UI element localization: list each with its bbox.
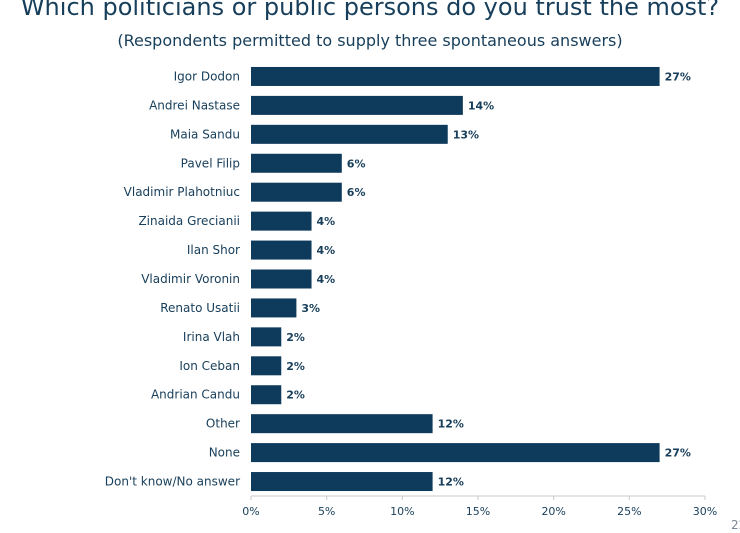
value-label: 2% — [286, 331, 305, 344]
category-label: Don't know/No answer — [105, 475, 240, 489]
bar — [251, 211, 312, 231]
category-label: Vladimir Plahotniuc — [124, 185, 240, 199]
chart-title: Which politicians or public persons do y… — [20, 0, 720, 21]
x-tick-label: 5% — [318, 505, 335, 518]
bar — [251, 66, 660, 86]
page-number: 22 — [731, 518, 740, 532]
category-label: Renato Usatii — [160, 301, 240, 315]
category-label: Andrian Candu — [151, 388, 240, 402]
category-label: None — [209, 446, 240, 460]
value-label: 4% — [317, 215, 336, 228]
category-label: Other — [206, 417, 240, 431]
x-tick-label: 30% — [693, 505, 717, 518]
value-label: 2% — [286, 360, 305, 373]
value-label: 12% — [438, 476, 464, 489]
value-label: 27% — [665, 447, 691, 460]
bar — [251, 269, 312, 289]
chart-subtitle: (Respondents permitted to supply three s… — [117, 31, 623, 50]
category-label: Zinaida Grecianii — [138, 214, 240, 228]
bar — [251, 153, 342, 173]
bar — [251, 182, 342, 202]
category-label: Ion Ceban — [179, 359, 240, 373]
category-label: Ilan Shor — [187, 243, 240, 257]
category-label: Irina Vlah — [183, 330, 240, 344]
x-tick-label: 0% — [242, 505, 259, 518]
bar — [251, 327, 282, 347]
value-label: 6% — [347, 157, 366, 170]
x-tick-label: 15% — [466, 505, 490, 518]
value-label: 4% — [317, 244, 336, 257]
value-label: 14% — [468, 99, 494, 112]
bar — [251, 385, 282, 405]
category-label: Vladimir Voronin — [141, 272, 240, 286]
category-label: Andrei Nastase — [149, 98, 240, 112]
value-label: 27% — [665, 70, 691, 83]
x-tick-label: 25% — [617, 505, 641, 518]
bar — [251, 443, 660, 463]
category-label: Igor Dodon — [174, 69, 240, 83]
value-label: 13% — [453, 128, 479, 141]
value-label: 2% — [286, 389, 305, 402]
bar — [251, 472, 433, 492]
x-axis-ticks: 0% 5% 10% 15% 20% 25% 30% — [242, 496, 717, 518]
value-label: 6% — [347, 186, 366, 199]
category-label: Maia Sandu — [170, 127, 240, 141]
bar — [251, 95, 463, 115]
x-tick-label: 20% — [541, 505, 565, 518]
value-label: 4% — [317, 273, 336, 286]
bar — [251, 298, 297, 318]
category-label: Pavel Filip — [181, 156, 240, 170]
bar — [251, 414, 433, 434]
bar — [251, 124, 448, 144]
bars-group: Igor Dodon 27% Andrei Nastase 14% Maia Sandu… — [105, 66, 691, 492]
bar — [251, 356, 282, 376]
x-tick-label: 10% — [390, 505, 414, 518]
value-label: 3% — [301, 302, 320, 315]
bar — [251, 240, 312, 260]
value-label: 12% — [438, 418, 464, 431]
